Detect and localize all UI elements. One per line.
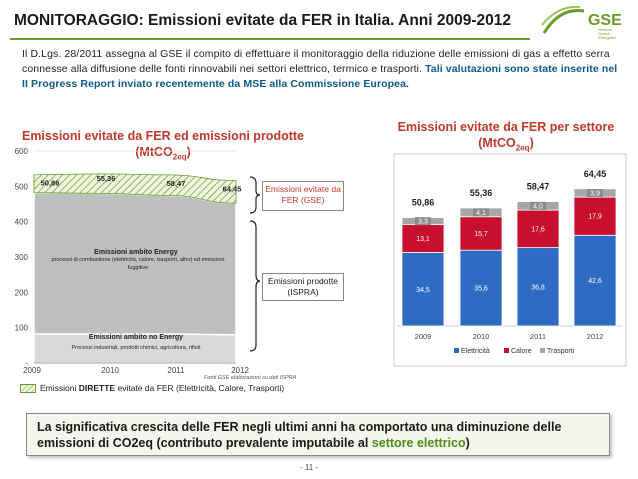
evitate-data-label: 64,45 [223, 185, 242, 194]
bracket-prodotte-icon [249, 220, 261, 352]
right-chart-frame [393, 153, 627, 367]
bar-segment-calore [573, 196, 617, 236]
header: MONITORAGGIO: Emissioni evitate da FER i… [0, 0, 638, 46]
bar-segment-calore [459, 216, 503, 251]
left-chart-areas [33, 173, 237, 364]
bar-label-bg [587, 188, 603, 197]
bar-segment-label: 34,5 [416, 287, 430, 294]
evitate-data-label: 58,47 [167, 179, 186, 188]
box-emissioni-evitate: Emissioni evitate da FER (GSE) [262, 181, 344, 211]
right-chart-bars: 34,5 13,1 3,3 50,86 35,6 15,7 4,1 55,36 36,8 17,6… [398, 169, 622, 327]
y-tick-label: - [25, 359, 28, 368]
bar-segment-label: 4,0 [533, 203, 543, 210]
right-chart-legend: Elettricità Calore Trasporti [454, 348, 575, 355]
bar-label-bg [530, 201, 546, 210]
x-tick-label: 2012 [231, 366, 249, 375]
bar-segment-calore [401, 224, 445, 253]
logo-subtext-1: Gestore [598, 27, 613, 32]
right-chart-title-line1: Emissioni evitate da FER per settore [397, 120, 615, 134]
bar-segment-label: 4,1 [476, 210, 486, 217]
y-tick-label: 500 [15, 182, 29, 191]
bar-segment-label: 36,8 [531, 284, 545, 291]
source-note: Fonti GSE elaborazioni su dati ISPRA [204, 375, 297, 381]
page-number: - 11 - [300, 463, 319, 472]
left-chart-x-axis: 2009 2010 2011 2012 [23, 366, 249, 375]
left-chart-title-line2: (MtCO2eq) [135, 145, 191, 162]
bracket-evitate-icon [249, 176, 261, 214]
bar-segment-elettricità [401, 252, 445, 327]
right-chart-title: Emissioni evitate da FER per settore (Mt… [390, 119, 622, 157]
bar-label-bg [473, 208, 489, 217]
legend-label: Elettricità [461, 348, 490, 355]
area-emissioni-evitate [33, 173, 237, 204]
legend-swatch-calore [504, 348, 509, 353]
intro-bold-text: Tali valutazioni sono state inserite nel… [22, 63, 618, 90]
sector-stacked-bar-chart: 34,5 13,1 3,3 50,86 35,6 15,7 4,1 55,36 36,8 17,6… [393, 153, 627, 367]
bar-segment-label: 13,1 [416, 236, 430, 243]
brackets [249, 176, 261, 352]
legend-direct-emissions: Emissioni DIRETTE evitate da FER (Elettr… [40, 383, 285, 393]
legend-swatch-trasporti [540, 348, 545, 353]
page-title: MONITORAGGIO: Emissioni evitate da FER i… [14, 12, 511, 29]
x-tick-label: 2011 [530, 332, 546, 341]
legend-swatch-elettricità [454, 348, 459, 353]
left-chart-data-labels: 50,86 55,36 58,47 64,45 [41, 174, 242, 194]
title-underline [10, 38, 530, 40]
logo-text: GSE [588, 12, 622, 29]
logo-subtext-3: Energetici [598, 35, 616, 40]
evitate-data-label: 55,36 [97, 174, 116, 183]
energy-area-title: Emissioni ambito Energy [94, 249, 178, 256]
bar-segment-elettricità [516, 247, 560, 327]
bar-label-bg [415, 217, 431, 226]
x-tick-label: 2009 [415, 332, 432, 341]
logo-subtext-2: Servizi [598, 31, 610, 36]
legend-label: Trasporti [547, 348, 575, 355]
x-tick-label: 2012 [587, 332, 604, 341]
no-energy-area-subtitle: Processi industriali, prodotti chimici, … [72, 345, 201, 351]
x-tick-label: 2011 [167, 366, 185, 375]
bar-segment-label: 42,6 [588, 278, 602, 285]
box-emissioni-prodotte: Emissioni prodotte (ISPRA) [262, 273, 344, 301]
bar-total-label: 50,86 [412, 198, 435, 208]
energy-area-subtitle: processi di combustione (elettricità, ca… [51, 257, 225, 271]
bar-total-label: 55,36 [470, 188, 493, 198]
y-tick-label: 600 [15, 147, 29, 156]
x-tick-label: 2010 [473, 332, 490, 341]
bar-segment-label: 3,9 [590, 190, 600, 197]
intro-text: Il D.Lgs. 28/2011 assegna al GSE il comp… [22, 48, 610, 75]
y-tick-label: 100 [15, 324, 29, 333]
left-chart-area-annotations: Emissioni ambito Energy processi di comb… [51, 249, 225, 351]
no-energy-area-title: Emissioni ambito no Energy [89, 334, 183, 341]
bar-segment-label: 17,6 [531, 226, 545, 233]
bar-total-label: 64,45 [584, 169, 607, 179]
hatch-swatch-icon [20, 384, 36, 393]
evitate-data-label: 50,86 [41, 179, 60, 188]
energy-area-subtitle-wrap: processi di combustione (elettricità, ca… [51, 257, 225, 271]
right-chart-x-axis: 2009 2010 2011 2012 [415, 332, 604, 341]
bar-segment-label: 3,3 [418, 219, 428, 226]
bar-segment-elettricità [459, 249, 503, 327]
y-tick-label: 400 [15, 218, 29, 227]
y-tick-label: 300 [15, 253, 29, 262]
gse-logo: GSE Gestore Servizi Energetici [541, 5, 622, 40]
bar-total-label: 58,47 [527, 182, 550, 192]
legend-label: Calore [511, 348, 532, 355]
conclusion-box: La significativa crescita delle FER negl… [26, 413, 610, 456]
bar-segment-calore [516, 209, 560, 249]
left-chart-y-axis: - 100 200 300 400 500 600 [15, 147, 29, 368]
logo-swirl-icon [541, 5, 585, 34]
intro-paragraph: Il D.Lgs. 28/2011 assegna al GSE il comp… [22, 47, 618, 92]
right-chart-title-line2: (MtCO2eq) [478, 136, 534, 153]
left-chart-title-line1: Emissioni evitate da FER ed emissioni pr… [21, 129, 304, 143]
x-tick-label: 2009 [23, 366, 41, 375]
bar-segment-label: 15,7 [474, 231, 488, 238]
emissions-area-chart: - 100 200 300 400 500 600 2009 2010 2011 2012 50,… [15, 147, 261, 375]
bar-segment-label: 35,6 [474, 286, 488, 293]
bar-segment-label: 17,9 [588, 214, 602, 221]
y-tick-label: 200 [15, 288, 29, 297]
left-chart-title: Emissioni evitate da FER ed emissioni pr… [18, 128, 308, 166]
x-tick-label: 2010 [101, 366, 119, 375]
